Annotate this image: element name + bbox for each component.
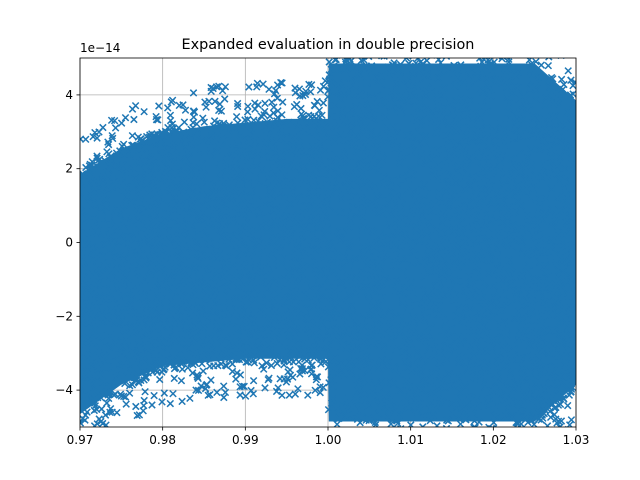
y-tick-label: −4 [55,383,73,397]
y-axis: −4 −2 0 2 4 [55,88,80,397]
y-tick-label: −2 [55,309,73,323]
y-tick-label: 4 [65,88,73,102]
x-tick-label: 1.02 [480,433,507,447]
scatter-points [80,58,576,427]
x-tick-label: 0.97 [67,433,94,447]
x-tick-label: 0.98 [149,433,176,447]
y-tick-label: 0 [65,236,73,250]
x-tick-label: 1.03 [563,433,590,447]
y-offset-label: 1e−14 [80,41,120,55]
x-tick-label: 1.00 [315,433,342,447]
x-tick-label: 1.01 [397,433,424,447]
x-tick-label: 0.99 [232,433,259,447]
scatter-markers [80,58,576,427]
chart-title: Expanded evaluation in double precision [182,37,475,53]
x-axis: 0.97 0.98 0.99 1.00 1.01 1.02 1.03 [67,427,590,447]
y-tick-label: 2 [65,162,73,176]
